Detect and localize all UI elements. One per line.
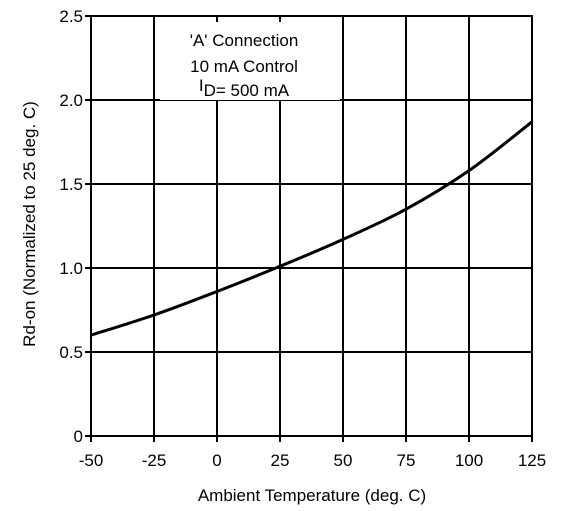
annotation-control: 10 mA Control [190,57,298,76]
y-tick-label: 0 [74,427,83,446]
x-tick-label: 50 [334,451,353,470]
x-tick-label: 25 [271,451,290,470]
y-axis-title: Rd-on (Normalized to 25 deg. C) [20,101,39,347]
annotation-background [160,22,340,100]
annotation-current: ID= 500 mA [199,76,290,100]
x-tick-label: 0 [212,451,221,470]
series-line [90,120,533,337]
x-tick-label: 100 [455,451,483,470]
annotation-connection: 'A' Connection [190,31,299,50]
annotation-current-symbol: I [199,76,204,95]
y-tick-label: 2.5 [59,7,83,26]
annotation-current-subscript: D [204,81,216,100]
annotation-current-value: = 500 mA [216,81,290,100]
x-tick-label: 125 [518,451,546,470]
y-tick-label: 0.5 [59,343,83,362]
y-tick-label: 1.0 [59,259,83,278]
x-tick-label: -25 [142,451,167,470]
x-tick-label: 75 [397,451,416,470]
plot-frame [90,15,533,437]
series-group [90,120,533,337]
annotation-box: 'A' Connection 10 mA Control ID= 500 mA [160,22,340,100]
x-tick-label: -50 [79,451,104,470]
y-tick-label: 1.5 [59,175,83,194]
x-axis-title: Ambient Temperature (deg. C) [198,486,426,505]
axis-ticks: -50 -25 0 25 50 75 100 125 0 0.5 1.0 1.5 2.0 2.5 [59,7,546,470]
y-tick-label: 2.0 [59,91,83,110]
